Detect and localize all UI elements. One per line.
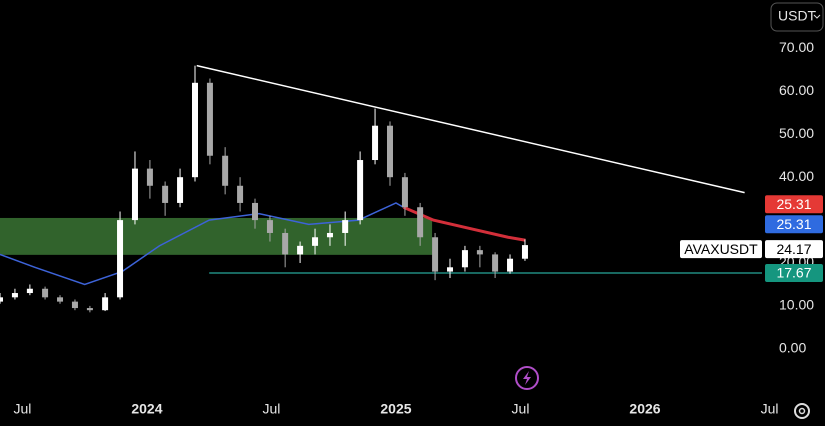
price-label-box xyxy=(765,264,823,282)
candle-body xyxy=(71,301,78,309)
candle-body xyxy=(162,185,169,203)
demand-zone xyxy=(0,217,433,255)
candle-body xyxy=(342,220,349,233)
candle-body xyxy=(372,125,379,161)
x-tick-label: Jul xyxy=(761,401,779,417)
price-label-box xyxy=(765,195,823,214)
candle-body xyxy=(177,177,184,203)
price-label: 25.31 xyxy=(776,196,811,212)
candle-body xyxy=(57,297,64,302)
y-tick-label: 10.00 xyxy=(779,297,814,313)
candle-body xyxy=(417,207,424,238)
candle-body xyxy=(326,232,333,238)
y-tick-label: 60.00 xyxy=(779,82,814,98)
x-tick-label: Jul xyxy=(262,401,280,417)
candle-body xyxy=(11,293,18,298)
price-label-box xyxy=(765,240,823,259)
currency-button[interactable] xyxy=(770,2,824,32)
moving-average xyxy=(0,202,404,286)
candle-body xyxy=(297,245,304,255)
price-label: 24.17 xyxy=(776,241,811,257)
price-label: 17.67 xyxy=(776,265,811,281)
candle-body xyxy=(492,254,499,272)
dropdown-caret xyxy=(813,14,821,19)
candle-body xyxy=(237,185,244,203)
candle-body xyxy=(312,237,319,246)
candle-body xyxy=(521,245,528,259)
candle-body xyxy=(0,297,3,302)
candle-body xyxy=(401,177,408,208)
candle-body xyxy=(357,160,364,221)
candle-body xyxy=(447,267,454,272)
y-tick-label: 40.00 xyxy=(779,168,814,184)
candle-body xyxy=(42,288,49,298)
candle-body xyxy=(146,168,153,186)
candle-body xyxy=(117,220,124,298)
currency-text: USDT xyxy=(778,8,817,24)
lightning-icon[interactable] xyxy=(515,366,539,390)
candle-body xyxy=(222,155,229,186)
trendline xyxy=(196,64,745,194)
candle-body xyxy=(266,220,273,233)
candle-body xyxy=(282,232,289,255)
settings-bg xyxy=(782,396,825,426)
x-tick-label: 2025 xyxy=(380,401,411,417)
plot xyxy=(0,64,762,313)
x-tick-label: Jul xyxy=(13,401,31,417)
x-tick-label: 2024 xyxy=(131,401,162,417)
candle-body xyxy=(252,202,259,221)
symbol-label-box xyxy=(680,240,762,259)
x-tick-label: 2026 xyxy=(629,401,660,417)
candle-body xyxy=(432,237,439,272)
settings-icon[interactable] xyxy=(782,396,825,426)
y-tick-label: 70.00 xyxy=(779,39,814,55)
settings-hub xyxy=(798,407,806,415)
y-tick-label: 50.00 xyxy=(779,125,814,141)
moving-average xyxy=(402,205,526,242)
candle-body xyxy=(191,82,198,178)
candle-body xyxy=(461,250,468,268)
y-tick-label: 0.00 xyxy=(779,340,806,356)
settings-gear xyxy=(794,403,810,419)
candle-body xyxy=(206,82,213,156)
candle-body xyxy=(476,250,483,255)
candle-body xyxy=(131,168,138,221)
candle-body xyxy=(386,125,393,178)
candle-body xyxy=(102,297,109,311)
candle-body xyxy=(26,288,33,294)
price-label: 25.31 xyxy=(776,216,811,232)
candle-body xyxy=(86,308,93,311)
candle-body xyxy=(507,258,514,272)
symbol-label: AVAXUSDT xyxy=(684,241,758,257)
x-tick-label: Jul xyxy=(512,401,530,417)
price-label-box xyxy=(765,215,823,234)
